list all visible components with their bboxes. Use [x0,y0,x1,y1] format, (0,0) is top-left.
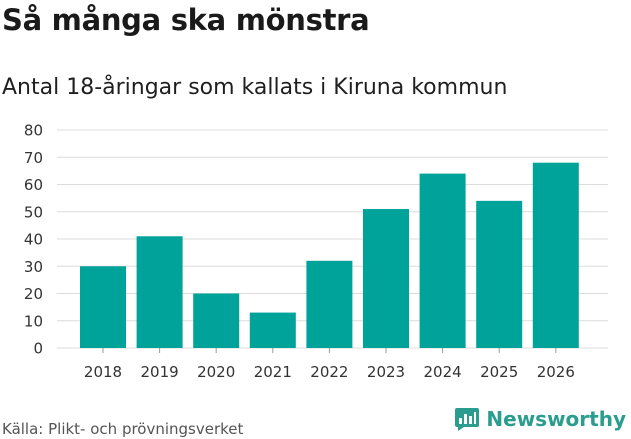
brand-logo: Newsworthy [454,406,626,432]
y-tick-label: 0 [33,340,43,358]
y-tick-label: 20 [24,285,43,303]
newsworthy-logo-icon [455,408,480,431]
y-tick-label: 70 [24,149,43,167]
brand-name: Newsworthy [486,407,626,431]
y-tick-label: 10 [24,312,43,330]
bar-2018 [80,266,126,348]
x-tick-label: 2026 [537,363,575,381]
x-tick-label: 2019 [141,363,179,381]
x-tick-label: 2020 [197,363,235,381]
source-note: Källa: Plikt- och prövningsverket [2,420,244,438]
x-tick-label: 2021 [254,363,292,381]
x-tick-label: 2025 [480,363,518,381]
x-tick-label: 2022 [310,363,348,381]
x-tick-label: 2023 [367,363,405,381]
bar-2026 [532,162,579,348]
chart-title: Så många ska mönstra [2,3,370,37]
y-tick-label: 60 [24,176,43,194]
x-tick-label: 2024 [424,363,462,381]
y-axis-ticks: 0 10 20 30 40 50 60 70 80 [24,122,43,358]
bar-2024 [419,173,466,348]
bar-2020 [193,293,240,348]
x-tick-label: 2018 [84,363,122,381]
chart-subtitle: Antal 18-åringar som kallats i Kiruna ko… [2,75,508,100]
bar-2023 [363,209,409,348]
y-tick-label: 30 [24,258,43,276]
y-tick-label: 80 [24,122,43,140]
bar-2025 [476,200,523,348]
bar-2019 [136,236,183,348]
bars [80,162,579,348]
y-tick-label: 50 [24,203,43,221]
y-tick-label: 40 [24,231,43,249]
x-axis-ticks: 2018 2019 2020 2021 2022 2023 2024 2025 2026 [84,348,575,381]
bar-2021 [249,312,296,348]
bar-2022 [306,260,353,348]
